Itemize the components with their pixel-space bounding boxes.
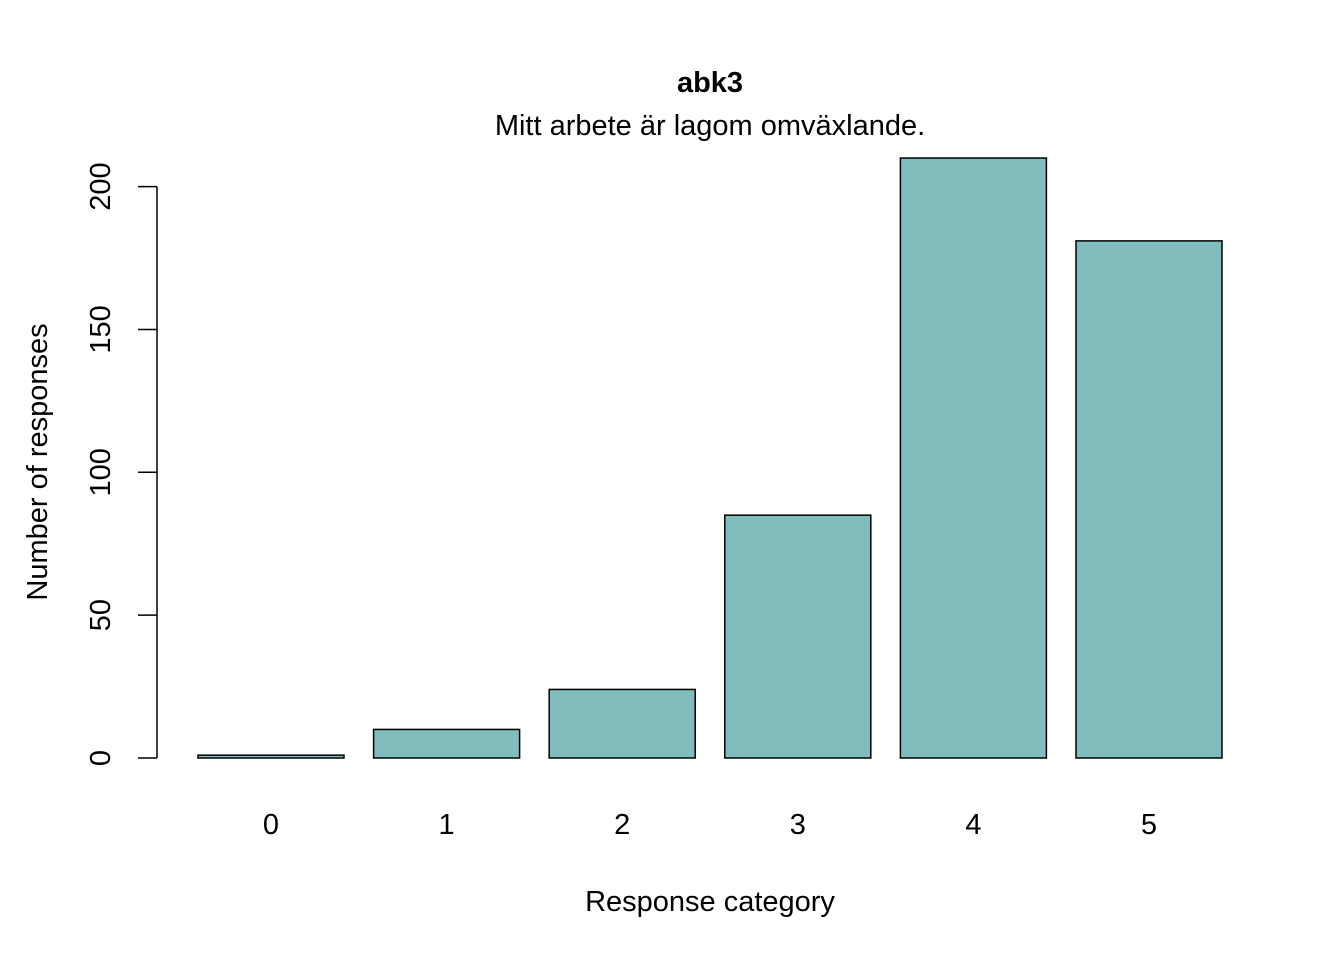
x-tick-label: 1 — [439, 809, 455, 841]
y-axis-label: Number of responses — [22, 323, 54, 600]
bar-3 — [724, 514, 872, 759]
y-tick-label: 200 — [85, 162, 117, 210]
x-axis-tick-labels: 0 1 2 3 4 5 — [263, 809, 1157, 841]
y-tick-label: 150 — [85, 305, 117, 353]
bar-1 — [372, 728, 521, 759]
x-tick-label: 2 — [614, 809, 630, 841]
bar-2 — [548, 688, 696, 759]
x-tick-label: 5 — [1141, 809, 1157, 841]
y-tick-label: 0 — [85, 750, 117, 766]
chart-title: abk3 — [677, 67, 743, 99]
bar-4 — [899, 157, 1048, 759]
x-tick-label: 4 — [965, 809, 981, 841]
y-tick-label: 50 — [85, 599, 117, 631]
bars-group — [197, 157, 1223, 759]
bar-5 — [1075, 240, 1223, 759]
y-tick-label: 100 — [85, 448, 117, 496]
bar-0 — [197, 754, 345, 759]
chart-subtitle: Mitt arbete är lagom omväxlande. — [495, 110, 925, 142]
y-axis-ticks: 0 50 100 150 200 — [85, 162, 157, 766]
x-tick-label: 3 — [790, 809, 806, 841]
x-axis-label: Response category — [585, 886, 835, 918]
x-tick-label: 0 — [263, 809, 279, 841]
